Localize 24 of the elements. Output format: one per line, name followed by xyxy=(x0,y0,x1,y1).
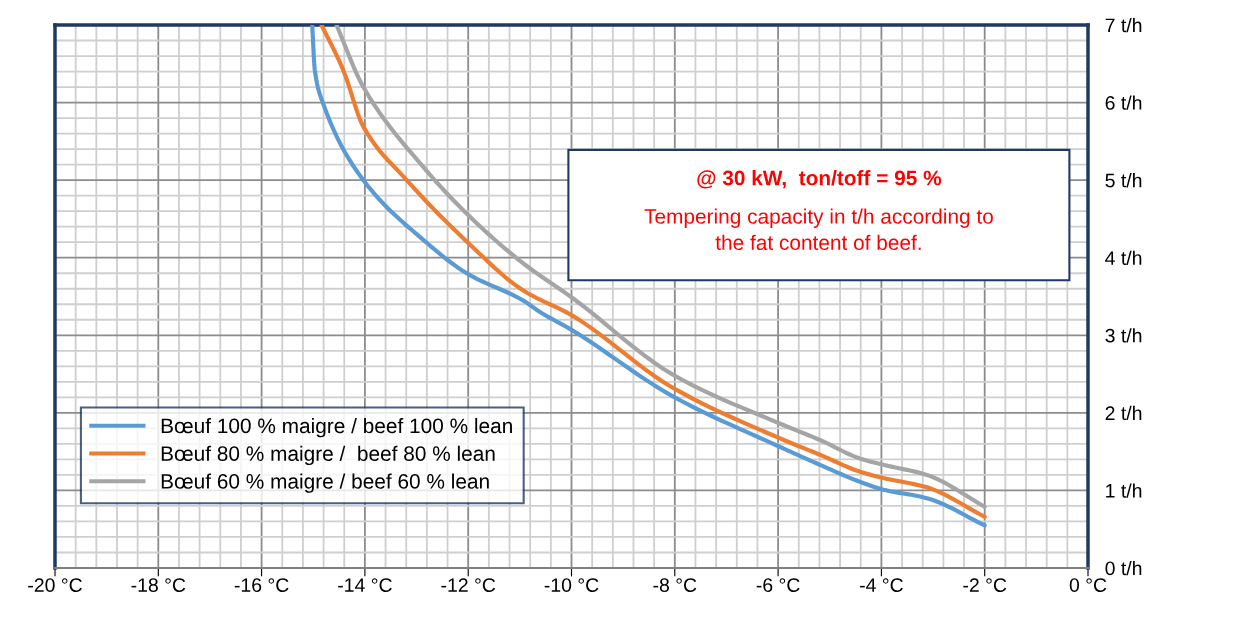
y-tick-label: 0 t/h xyxy=(1105,560,1142,576)
y-tick-label: 5 t/h xyxy=(1105,173,1142,188)
y-tick-label: 1 t/h xyxy=(1106,483,1142,498)
annotation: @ 30 kW, ton/toff = 95 % xyxy=(697,170,942,189)
x-tick-label: -16 °C xyxy=(234,578,289,592)
y-tick-label: 7 t/h xyxy=(1105,17,1142,33)
legend-label: Bœuf 100 % maigre / beef 100 % lean xyxy=(161,417,512,438)
x-tick-label: -20 °C xyxy=(28,578,82,592)
x-tick-label: -4 °C xyxy=(860,578,903,592)
x-tick-label: -10 °C xyxy=(544,578,599,592)
x-tick-label: -8 °C xyxy=(653,578,697,592)
y-tick-label: 3 t/h xyxy=(1105,328,1142,343)
legend-label: Bœuf 60 % maigre / beef 60 % lean xyxy=(161,473,489,493)
legend-label: Bœuf 80 % maigre / beef 80 % lean xyxy=(161,445,495,466)
x-tick-label: -2 °C xyxy=(963,578,1007,592)
x-tick-label: 0 °C xyxy=(1069,578,1107,592)
x-tick-label: -12 °C xyxy=(441,578,496,592)
x-tick-label: -6 °C xyxy=(756,578,800,592)
annotation: Tempering capacity in t/h according to the fat content of beef. xyxy=(644,208,993,251)
y-tick-label: 2 t/h xyxy=(1105,405,1142,421)
x-tick-label: -14 °C xyxy=(338,578,392,592)
y-tick-label: 4 t/h xyxy=(1105,250,1142,265)
y-tick-label: 6 t/h xyxy=(1105,95,1142,110)
x-tick-label: -18 °C xyxy=(131,578,186,592)
